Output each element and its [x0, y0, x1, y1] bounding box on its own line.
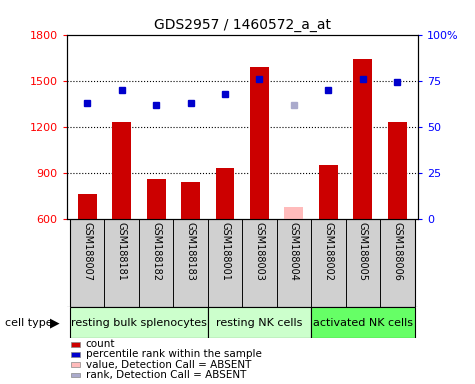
Bar [173, 219, 208, 307]
Text: rank, Detection Call = ABSENT: rank, Detection Call = ABSENT [86, 370, 246, 380]
Text: resting bulk splenocytes: resting bulk splenocytes [71, 318, 207, 328]
Text: percentile rank within the sample: percentile rank within the sample [86, 349, 261, 359]
Bar [285, 207, 304, 219]
Text: GSM188182: GSM188182 [151, 222, 161, 281]
Text: GSM188003: GSM188003 [255, 222, 265, 280]
Bar [311, 219, 346, 307]
Text: activated NK cells: activated NK cells [313, 318, 413, 328]
Bar [353, 59, 372, 219]
Bar [70, 219, 104, 307]
Bar [78, 194, 96, 219]
Bar [208, 307, 311, 338]
Title: GDS2957 / 1460572_a_at: GDS2957 / 1460572_a_at [154, 18, 331, 32]
Text: ▶: ▶ [50, 316, 59, 329]
Text: count: count [86, 339, 115, 349]
Bar [311, 307, 415, 338]
Text: resting NK cells: resting NK cells [216, 318, 303, 328]
Bar [139, 219, 173, 307]
Text: GSM188007: GSM188007 [82, 222, 92, 281]
Text: GSM188006: GSM188006 [392, 222, 402, 280]
Text: GSM188005: GSM188005 [358, 222, 368, 281]
Bar [380, 219, 415, 307]
Bar [208, 219, 242, 307]
Bar [216, 168, 235, 219]
Bar [250, 67, 269, 219]
Bar [277, 219, 311, 307]
Bar [104, 219, 139, 307]
Bar [242, 219, 277, 307]
Bar [147, 179, 166, 219]
Text: value, Detection Call = ABSENT: value, Detection Call = ABSENT [86, 360, 251, 370]
Text: GSM188001: GSM188001 [220, 222, 230, 280]
Bar [388, 122, 407, 219]
Bar [319, 165, 338, 219]
Text: GSM188002: GSM188002 [323, 222, 333, 281]
Text: GSM188004: GSM188004 [289, 222, 299, 280]
Text: cell type: cell type [5, 318, 52, 328]
Bar [346, 219, 380, 307]
Bar [112, 122, 131, 219]
Bar [70, 307, 208, 338]
Bar [181, 182, 200, 219]
Text: GSM188181: GSM188181 [117, 222, 127, 280]
Text: GSM188183: GSM188183 [186, 222, 196, 280]
